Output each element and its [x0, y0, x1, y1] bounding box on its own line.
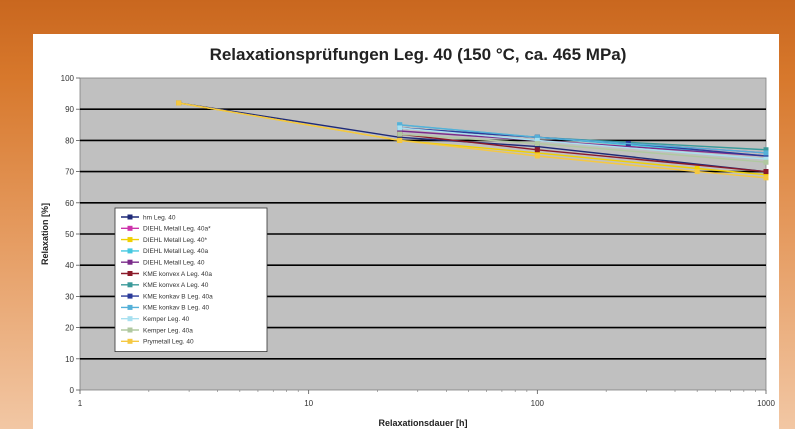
data-point: [763, 150, 769, 156]
legend-entry: DIEHL Metall Leg. 40a: [143, 248, 209, 255]
legend-swatch-marker: [127, 271, 133, 276]
x-tick-label: 1: [78, 399, 83, 408]
data-point: [397, 128, 403, 134]
chart-title: Relaxationsprüfungen Leg. 40 (150 °C, ca…: [210, 45, 627, 64]
x-tick-label: 1000: [757, 399, 775, 408]
legend: hm Leg. 40 DIEHL Metall Leg. 40a* DIEHL Me…: [114, 207, 268, 353]
legend-entry: KME konvex A Leg. 40: [143, 282, 209, 289]
y-tick-label: 100: [61, 74, 75, 83]
data-point: [534, 153, 540, 159]
x-axis-label: Relaxationsdauer [h]: [378, 418, 467, 428]
data-point: [397, 137, 403, 143]
data-point: [397, 131, 403, 137]
y-tick-label: 90: [65, 105, 74, 114]
legend-entry: DIEHL Metall Leg. 40*: [143, 237, 208, 244]
legend-swatch-marker: [127, 214, 133, 220]
legend-swatch-marker: [127, 304, 133, 310]
y-tick-label: 30: [65, 292, 74, 301]
y-tick-label: 50: [65, 230, 74, 239]
legend-entry: DIEHL Metall Leg. 40: [143, 260, 205, 267]
data-point: [534, 144, 540, 150]
legend-swatch-marker: [127, 316, 133, 322]
data-point: [763, 147, 769, 153]
data-point: [534, 147, 540, 153]
y-tick-label: 20: [65, 324, 74, 333]
legend-entry: KME konkav B Leg. 40: [143, 305, 210, 312]
legend-entry: KME konvex A Leg. 40a: [143, 271, 212, 278]
legend-entry: DIEHL Metall Leg. 40a*: [143, 226, 211, 233]
data-point: [397, 122, 403, 128]
legend-swatch-marker: [127, 282, 133, 288]
data-point: [534, 134, 540, 140]
y-axis-label: Relaxation [%]: [40, 203, 50, 265]
legend-swatch-marker: [127, 327, 133, 333]
data-point: [763, 153, 769, 159]
legend-entry: hm Leg. 40: [143, 214, 176, 221]
y-tick-label: 80: [65, 136, 74, 145]
y-tick-label: 70: [65, 168, 74, 177]
legend-swatch-marker: [127, 248, 133, 254]
data-point: [763, 172, 769, 178]
data-point: [763, 175, 769, 181]
legend-box: [114, 207, 268, 353]
y-tick-label: 40: [65, 261, 74, 270]
data-point: [534, 137, 540, 143]
data-point: [694, 169, 700, 175]
legend-swatch-marker: [127, 338, 133, 344]
legend-entry: Kemper Leg. 40: [143, 316, 190, 323]
legend-entry: KME konkav B Leg. 40a: [143, 293, 213, 300]
series-lines: [176, 100, 769, 181]
legend-entry: Prymetall Leg. 40: [143, 339, 194, 346]
data-point: [763, 159, 769, 165]
legend-swatch-marker: [127, 259, 133, 265]
data-point: [534, 141, 540, 147]
data-point: [763, 169, 769, 175]
legend-swatch-marker: [127, 237, 133, 243]
data-point: [694, 165, 700, 171]
y-tick-label: 10: [65, 355, 74, 364]
x-tick-label: 100: [531, 399, 545, 408]
x-tick-label: 10: [304, 399, 313, 408]
data-point: [397, 134, 403, 140]
legend-swatch-marker: [127, 225, 133, 231]
y-tick-label: 0: [70, 386, 75, 395]
y-tick-label: 60: [65, 199, 74, 208]
legend-swatch-marker: [127, 293, 133, 299]
data-point: [534, 150, 540, 156]
data-point: [763, 156, 769, 162]
legend-entry: Kemper Leg. 40a: [143, 327, 193, 334]
data-point: [176, 100, 182, 106]
data-point: [397, 125, 403, 131]
